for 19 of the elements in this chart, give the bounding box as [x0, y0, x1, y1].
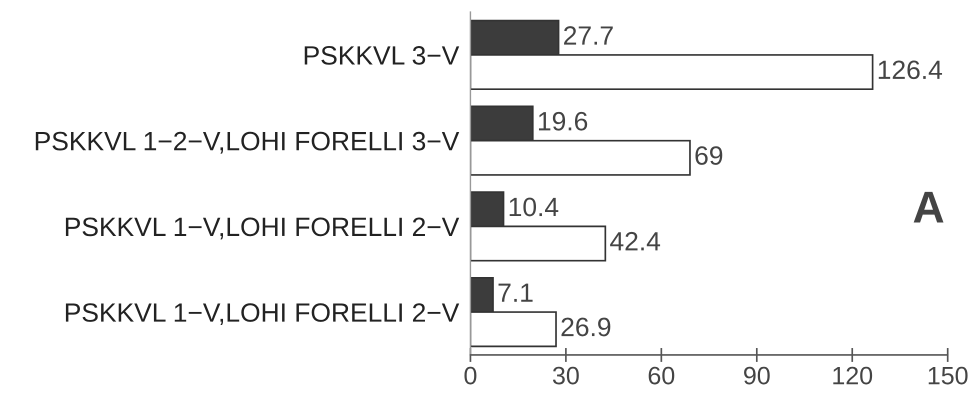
x-tick-label: 30: [552, 366, 579, 384]
x-tick-label: 90: [744, 366, 770, 384]
data-label: 19.6: [538, 112, 588, 131]
data-label: 26.9: [562, 318, 610, 336]
data-label: 126.4: [878, 60, 942, 80]
y-tick-label: PSKKVL 1−V,LOHI FORELLI 2−V: [66, 218, 460, 240]
data-label: 7.1: [498, 284, 533, 302]
data-label: 27.7: [564, 26, 613, 45]
x-tick-label: 120: [833, 366, 872, 384]
x-tick-label: 150: [928, 366, 968, 384]
data-label: 42.4: [610, 232, 660, 250]
x-tick-label: 0: [464, 366, 476, 384]
y-tick-label: PSKKVL 1−2−V,LOHI FORELLI 3−V: [36, 132, 460, 154]
data-label: 10.4: [510, 198, 558, 216]
y-tick-label: PSKKVL 1−V,LOHI FORELLI 2−V: [66, 303, 460, 326]
data-label: 69: [695, 146, 722, 165]
y-tick-label: PSKKVL 3−V: [304, 46, 460, 65]
x-tick-label: 60: [648, 366, 674, 384]
annotation: A: [914, 192, 944, 222]
